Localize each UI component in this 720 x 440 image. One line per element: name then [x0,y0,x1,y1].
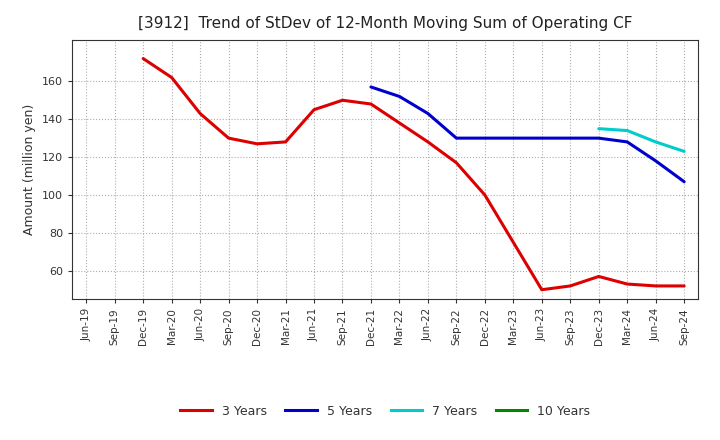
Legend: 3 Years, 5 Years, 7 Years, 10 Years: 3 Years, 5 Years, 7 Years, 10 Years [176,400,595,423]
Y-axis label: Amount (million yen): Amount (million yen) [23,104,36,235]
Title: [3912]  Trend of StDev of 12-Month Moving Sum of Operating CF: [3912] Trend of StDev of 12-Month Moving… [138,16,632,32]
